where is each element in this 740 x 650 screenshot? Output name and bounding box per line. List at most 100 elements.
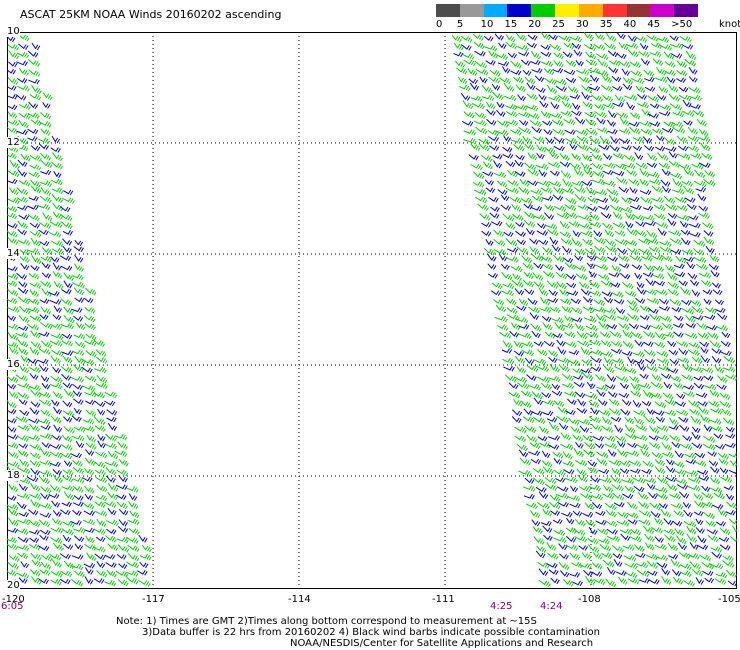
wind-barb-1136: [642, 272, 654, 278]
wind-barb-1077: [681, 249, 694, 256]
map-canvas: [7, 32, 737, 589]
wind-barb-914: [497, 189, 508, 196]
wind-barb-745: [563, 118, 576, 126]
wind-barb-633: [534, 75, 545, 83]
wind-barb-998: [505, 222, 516, 230]
wind-barb-1836: [702, 570, 714, 577]
wind-barb-729: [630, 112, 641, 120]
wind-barb-201: [61, 340, 74, 347]
wind-barb-1241: [649, 313, 661, 322]
wind-barb-599: [640, 58, 650, 66]
wind-barb-1769: [558, 543, 568, 551]
wind-barb-1008: [612, 222, 626, 229]
wind-barb-836: [603, 153, 613, 161]
wind-barb-1146: [522, 279, 535, 288]
wind-barb-364: [105, 475, 116, 483]
wind-barb-452: [17, 544, 30, 552]
wind-barb-880: [602, 169, 614, 176]
wind-barb-484: [83, 563, 96, 569]
legend-tick-9: 45: [647, 19, 661, 30]
wind-barb-170: [71, 307, 83, 313]
wind-barb-595: [597, 58, 609, 68]
wind-barb-383: [63, 491, 75, 501]
wind-barb-274: [52, 406, 62, 415]
wind-barb-1318: [580, 346, 591, 356]
wind-barb-489: [139, 561, 149, 569]
wind-barb-123: [40, 255, 52, 263]
wind-barb-896: [537, 180, 551, 188]
wind-barb-448: [116, 536, 129, 544]
wind-barb-1835: [691, 569, 704, 577]
wind-barb-70: [8, 187, 19, 196]
wind-barb-1766: [730, 536, 737, 542]
wind-barb-978: [512, 213, 524, 221]
wind-barb-79: [39, 195, 52, 204]
wind-barb-479: [31, 559, 42, 568]
wind-barb-343: [118, 459, 129, 467]
wind-barb-625: [688, 67, 698, 75]
wind-barb-523: [527, 34, 538, 41]
wind-barb-235: [40, 375, 50, 383]
wind-barb-1607: [654, 466, 666, 475]
wind-barb-88: [7, 212, 18, 220]
wind-barb-1022: [536, 230, 549, 236]
wind-barb-810: [553, 145, 565, 152]
wind-barb-993: [677, 214, 690, 222]
wind-barb-1465: [620, 408, 631, 416]
wind-barb-1057: [693, 239, 706, 247]
wind-barb-124: [50, 256, 60, 263]
wind-barb-1170: [559, 289, 570, 297]
wind-barb-125: [60, 255, 72, 262]
wind-barb-931: [683, 185, 695, 195]
wind-barb-1069: [594, 245, 606, 254]
wind-barb-32: [7, 119, 20, 127]
wind-barb-1556: [528, 450, 541, 457]
wind-barb-556: [650, 42, 663, 49]
wind-barb-1247: [716, 313, 728, 321]
wind-barb-1569: [674, 450, 684, 459]
wind-barb-682: [590, 94, 604, 102]
wind-barb-447: [105, 535, 117, 543]
wind-barb-710: [659, 104, 672, 112]
wind-barb-1102: [500, 263, 510, 270]
wind-barb-1610: [684, 470, 699, 477]
wind-barb-765: [543, 129, 553, 136]
wind-barb-443: [62, 534, 72, 543]
wind-barb-499: [106, 569, 117, 578]
wind-barb-469: [59, 553, 71, 560]
wind-barb-map[interactable]: [7, 32, 737, 589]
wind-barb-1636: [545, 483, 558, 491]
wind-barb-1272: [531, 330, 541, 339]
wind-barb-839: [634, 152, 644, 161]
wind-barb-1504: [614, 424, 624, 433]
wind-barb-742: [529, 120, 542, 128]
wind-barb-1568: [662, 451, 674, 459]
wind-barb-675: [517, 94, 526, 102]
wind-barb-1492: [700, 414, 711, 424]
wind-barb-1777: [644, 542, 655, 551]
wind-barb-1764: [707, 534, 719, 543]
wind-barb-858: [603, 162, 616, 169]
wind-barb-437: [128, 527, 140, 535]
wind-barb-551: [593, 43, 606, 51]
wind-barb-1828: [615, 570, 627, 576]
wind-barb-734: [682, 110, 695, 117]
wind-barb-1190: [547, 297, 559, 304]
wind-barb-546: [540, 44, 551, 51]
wind-barb-1227: [494, 315, 508, 323]
wind-barb-127: [7, 266, 18, 272]
wind-barb-1652: [723, 485, 734, 491]
wind-barb-857: [591, 162, 604, 171]
wind-barb-1235: [583, 316, 597, 323]
wind-barb-1061: [506, 247, 519, 254]
wind-barb-1788: [569, 552, 581, 561]
wind-barb-678: [548, 95, 561, 103]
wind-barb-974: [698, 205, 709, 212]
wind-barb-1409: [663, 381, 673, 390]
legend-tick-5: 25: [552, 19, 565, 30]
wind-barb-434: [93, 528, 106, 535]
wind-barb-171: [84, 307, 96, 314]
wind-barb-1046: [571, 237, 583, 248]
legend-tick-4: 20: [528, 19, 541, 30]
wind-barb-935: [500, 194, 510, 202]
